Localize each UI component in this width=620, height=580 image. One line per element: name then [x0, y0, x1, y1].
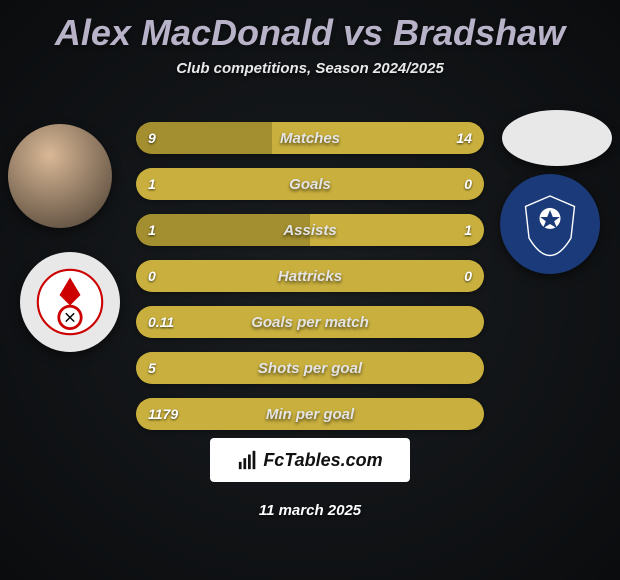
- stat-label: Matches: [136, 130, 484, 147]
- fctables-label: FcTables.com: [263, 450, 382, 471]
- stat-label: Goals per match: [136, 314, 484, 331]
- fctables-icon: [237, 449, 259, 471]
- stat-row: 1179Min per goal: [136, 398, 484, 430]
- crest-left-icon: [35, 267, 105, 337]
- stat-row: 10Goals: [136, 168, 484, 200]
- stat-label: Min per goal: [136, 406, 484, 423]
- player-left-avatar: [8, 124, 112, 228]
- page-title: Alex MacDonald vs Bradshaw: [0, 0, 620, 54]
- fctables-badge: FcTables.com: [210, 438, 410, 482]
- club-left-crest: [20, 252, 120, 352]
- stat-row: 0.11Goals per match: [136, 306, 484, 338]
- stat-label: Assists: [136, 222, 484, 239]
- stat-label: Goals: [136, 176, 484, 193]
- date-label: 11 march 2025: [0, 502, 620, 519]
- stat-label: Hattricks: [136, 268, 484, 285]
- stat-row: 5Shots per goal: [136, 352, 484, 384]
- stats-container: 914Matches 10Goals 11Assists 00Hattricks 0.1…: [136, 122, 484, 444]
- page-subtitle: Club competitions, Season 2024/2025: [0, 60, 620, 77]
- player-right-avatar: [502, 110, 612, 166]
- stat-row: 914Matches: [136, 122, 484, 154]
- stat-row: 00Hattricks: [136, 260, 484, 292]
- stat-label: Shots per goal: [136, 360, 484, 377]
- club-right-crest: [500, 174, 600, 274]
- crest-right-icon: [515, 189, 585, 259]
- stat-row: 11Assists: [136, 214, 484, 246]
